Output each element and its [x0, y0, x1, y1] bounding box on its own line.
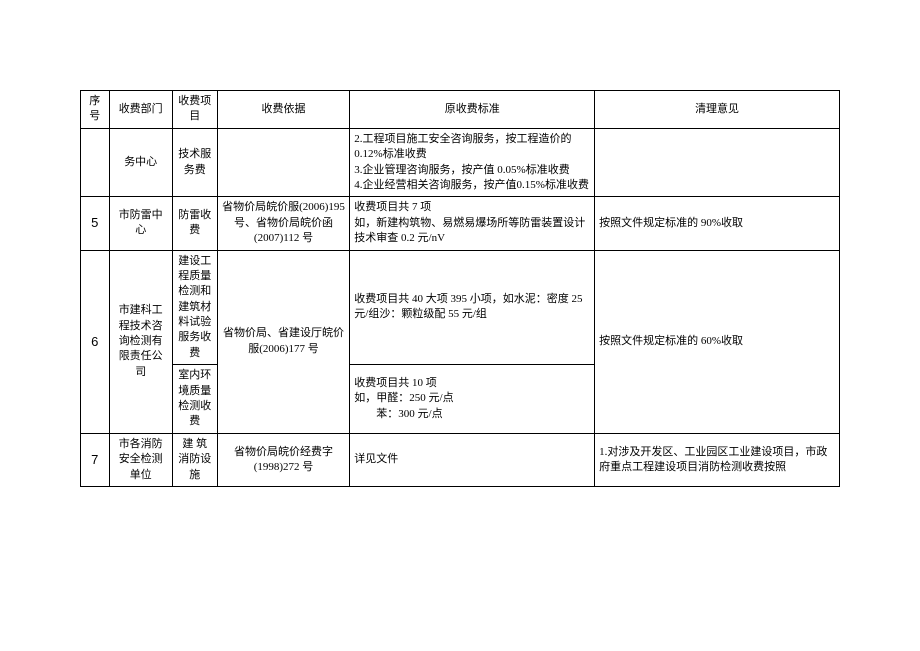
cell-basis: 省物价局皖价服(2006)195 号、省物价局皖价函(2007)112 号 — [217, 197, 350, 250]
cell-item: 建设工程质量检测和建筑材料试验服务收费 — [172, 250, 217, 365]
cell-num: 6 — [81, 250, 110, 433]
cell-standard: 收费项目共 10 项如，甲醛：250 元/点 苯：300 元/点 — [350, 365, 595, 434]
cell-item: 防雷收费 — [172, 197, 217, 250]
cell-item: 室内环境质量检测收费 — [172, 365, 217, 434]
cell-dept: 市建科工程技术咨询检测有限责任公司 — [109, 250, 172, 433]
cell-opinion: 按照文件规定标准的 60%收取 — [595, 250, 840, 433]
cell-item: 建 筑 消防设施 — [172, 433, 217, 486]
header-dept: 收费部门 — [109, 91, 172, 129]
cell-num: 7 — [81, 433, 110, 486]
cell-opinion — [595, 128, 840, 197]
table-header-row: 序号 收费部门 收费项目 收费依据 原收费标准 清理意见 — [81, 91, 840, 129]
cell-basis: 省物价局、省建设厅皖价服(2006)177 号 — [217, 250, 350, 433]
header-opinion: 清理意见 — [595, 91, 840, 129]
cell-dept: 务中心 — [109, 128, 172, 197]
header-basis: 收费依据 — [217, 91, 350, 129]
header-item: 收费项目 — [172, 91, 217, 129]
cell-opinion: 按照文件规定标准的 90%收取 — [595, 197, 840, 250]
cell-num — [81, 128, 110, 197]
table-row-6a: 6 市建科工程技术咨询检测有限责任公司 建设工程质量检测和建筑材料试验服务收费 … — [81, 250, 840, 365]
table-row-5: 5 市防雷中心 防雷收费 省物价局皖价服(2006)195 号、省物价局皖价函(… — [81, 197, 840, 250]
table-row-continuation: 务中心 技术服务费 2.工程项目施工安全咨询服务，按工程造价的 0.12%标准收… — [81, 128, 840, 197]
cell-dept: 市防雷中心 — [109, 197, 172, 250]
cell-standard: 收费项目共 40 大项 395 小项，如水泥：密度 25 元/组沙：颗粒级配 5… — [350, 250, 595, 365]
header-standard: 原收费标准 — [350, 91, 595, 129]
fee-table: 序号 收费部门 收费项目 收费依据 原收费标准 清理意见 务中心 技术服务费 2… — [80, 90, 840, 487]
page-container: 序号 收费部门 收费项目 收费依据 原收费标准 清理意见 务中心 技术服务费 2… — [0, 0, 920, 651]
cell-opinion: 1.对涉及开发区、工业园区工业建设项目，市政府重点工程建设项目消防检测收费按照 — [595, 433, 840, 486]
cell-num: 5 — [81, 197, 110, 250]
cell-dept: 市各消防安全检测单位 — [109, 433, 172, 486]
header-num: 序号 — [81, 91, 110, 129]
cell-standard: 详见文件 — [350, 433, 595, 486]
cell-basis: 省物价局皖价经费字(1998)272 号 — [217, 433, 350, 486]
cell-standard: 收费项目共 7 项如，新建构筑物、易燃易爆场所等防雷装置设计技术审查 0.2 元… — [350, 197, 595, 250]
cell-basis — [217, 128, 350, 197]
table-row-7: 7 市各消防安全检测单位 建 筑 消防设施 省物价局皖价经费字(1998)272… — [81, 433, 840, 486]
cell-standard: 2.工程项目施工安全咨询服务，按工程造价的 0.12%标准收费3.企业管理咨询服… — [350, 128, 595, 197]
cell-item: 技术服务费 — [172, 128, 217, 197]
